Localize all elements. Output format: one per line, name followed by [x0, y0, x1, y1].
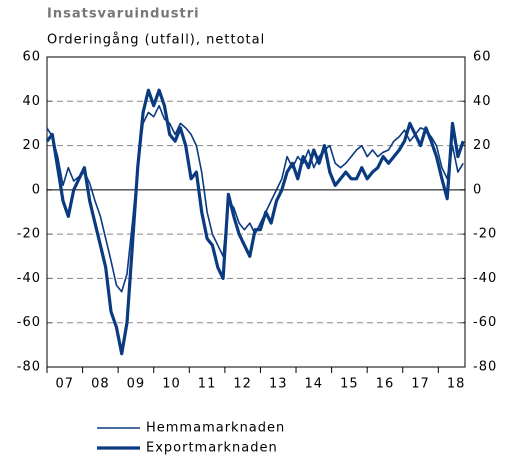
x-tick-label: 10	[162, 377, 181, 392]
x-tick-label: 16	[376, 377, 395, 392]
plot-frame	[46, 56, 466, 368]
legend-label: Hemmamarknaden	[146, 421, 285, 436]
x-tick-label: 07	[56, 377, 75, 392]
x-tick-label: 15	[340, 377, 359, 392]
y-tick-label: 40	[22, 94, 41, 109]
x-tick-label: 13	[269, 377, 288, 392]
y-tick-label: 60	[22, 50, 41, 65]
x-tick-label: 12	[233, 377, 252, 392]
x-tick-label: 08	[91, 377, 110, 392]
y-tick-label: 20	[22, 138, 41, 153]
x-tick-label: 09	[127, 377, 146, 392]
y2-tick-label: 60	[473, 50, 492, 65]
y2-tick-label: 40	[473, 94, 492, 109]
y-tick-label: -20	[17, 227, 41, 242]
y-tick-label: -60	[17, 315, 41, 330]
y2-tick-label: -40	[473, 271, 497, 286]
y2-tick-label: 0	[473, 182, 482, 197]
x-tick-label: 17	[411, 377, 430, 392]
y-tick-label: -40	[17, 271, 41, 286]
legend-label: Exportmarknaden	[146, 441, 278, 456]
y-tick-label: -80	[17, 360, 41, 375]
x-tick-label: 11	[198, 377, 217, 392]
y2-tick-label: -60	[473, 315, 497, 330]
y2-tick-label: 20	[473, 138, 492, 153]
series-line	[45, 88, 465, 356]
x-tick-label: 18	[447, 377, 466, 392]
chart-subtitle: Orderingång (utfall), nettotal	[47, 33, 265, 48]
y-tick-label: 0	[32, 182, 41, 197]
x-tick-label: 14	[305, 377, 324, 392]
chart-title: Insatsvaruindustri	[47, 7, 200, 22]
y2-tick-label: -20	[473, 227, 497, 242]
y2-tick-label: -80	[473, 360, 497, 375]
series-line	[46, 104, 464, 293]
